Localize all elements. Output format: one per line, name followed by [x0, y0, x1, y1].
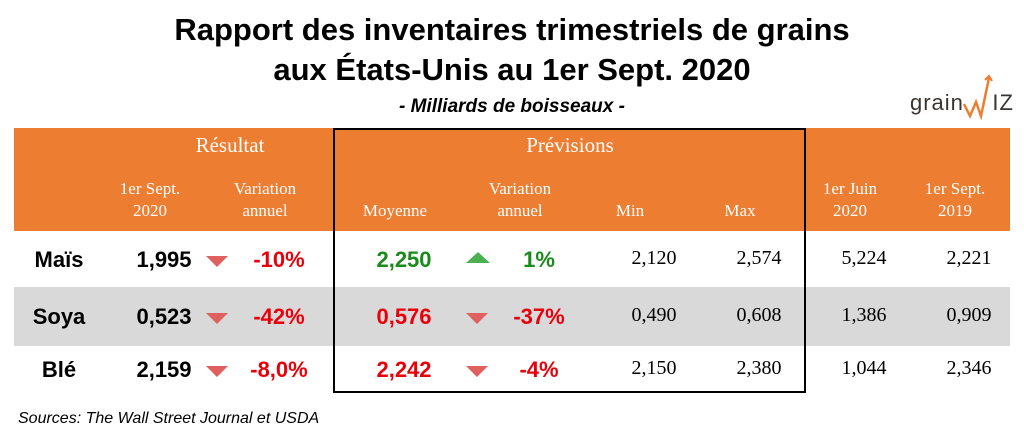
header-band	[14, 128, 1010, 231]
triangle-down-icon	[206, 312, 228, 324]
header-variation: Variation annuel	[233, 179, 297, 220]
row-name: Maïs	[34, 246, 84, 272]
header-previsions: Prévisions	[526, 133, 614, 157]
sept2020-value: 1,995	[136, 246, 192, 272]
header-sept2020: 1er Sept. 2020	[119, 179, 181, 220]
sept2020-value: 0,523	[136, 303, 192, 329]
juin2020-value: 1,044	[841, 357, 887, 379]
row-name: Soya	[32, 303, 86, 329]
sept2019-value: 2,346	[946, 357, 992, 379]
variation-value: -8,0%	[250, 357, 308, 382]
variation-value: -42%	[253, 303, 305, 329]
triangle-down-icon	[466, 366, 488, 377]
prevision-variation-value: -37%	[513, 303, 565, 329]
grainwiz-logo: grain IZ	[906, 72, 1016, 122]
title-line-2: aux États-Unis au 1er Sept. 2020	[273, 52, 751, 87]
prevision-variation-value: -4%	[519, 357, 559, 382]
header-sept2019: 1er Sept. 2019	[924, 179, 986, 220]
min-value: 0,490	[631, 303, 677, 326]
triangle-up-icon	[466, 251, 490, 263]
subtitle: - Milliards de boisseaux -	[399, 96, 625, 117]
juin2020-value: 5,224	[841, 246, 887, 269]
max-value: 2,380	[736, 357, 782, 379]
table-row: Soya 0,523 -42% 0,576 -37% 0,490 0,608 1,386 0,9…	[14, 287, 1010, 346]
sept2019-value: 0,909	[946, 303, 992, 326]
moyenne-value: 0,576	[376, 303, 432, 329]
triangle-down-icon	[466, 312, 488, 324]
previsions-box	[333, 128, 806, 393]
max-value: 0,608	[736, 303, 782, 326]
moyenne-value: 2,250	[376, 246, 432, 272]
prevision-variation-value: 1%	[523, 246, 555, 272]
triangle-down-icon	[206, 255, 228, 267]
source-note: Sources: The Wall Street Journal et USDA	[18, 410, 320, 427]
header-juin2020: 1er Juin 2020	[822, 179, 878, 220]
table-row: Maïs 1,995 -10% 2,250 1% 2,120 2,574 5,224 2,221	[14, 232, 1010, 287]
header-resultat: Résultat	[195, 133, 265, 157]
header-max: Max	[724, 201, 756, 220]
max-value: 2,574	[736, 246, 782, 269]
sept2019-value: 2,221	[946, 246, 992, 269]
triangle-down-icon	[206, 366, 228, 377]
juin2020-value: 1,386	[841, 303, 887, 326]
moyenne-value: 2,242	[376, 357, 432, 382]
sept2020-value: 2,159	[136, 357, 192, 382]
variation-value: -10%	[253, 246, 305, 272]
min-value: 2,150	[631, 357, 677, 379]
header-prevision-variation: Variation annuel	[488, 179, 552, 220]
title-line-1: Rapport des inventaires trimestriels de …	[174, 12, 850, 47]
row-name: Blé	[41, 357, 77, 382]
min-value: 2,120	[631, 246, 677, 269]
header-moyenne: Moyenne	[362, 201, 428, 220]
table-row: Blé 2,159 -8,0% 2,242 -4% 2,150 2,380 1,044 2,34…	[14, 346, 1010, 394]
header-min: Min	[615, 201, 645, 220]
